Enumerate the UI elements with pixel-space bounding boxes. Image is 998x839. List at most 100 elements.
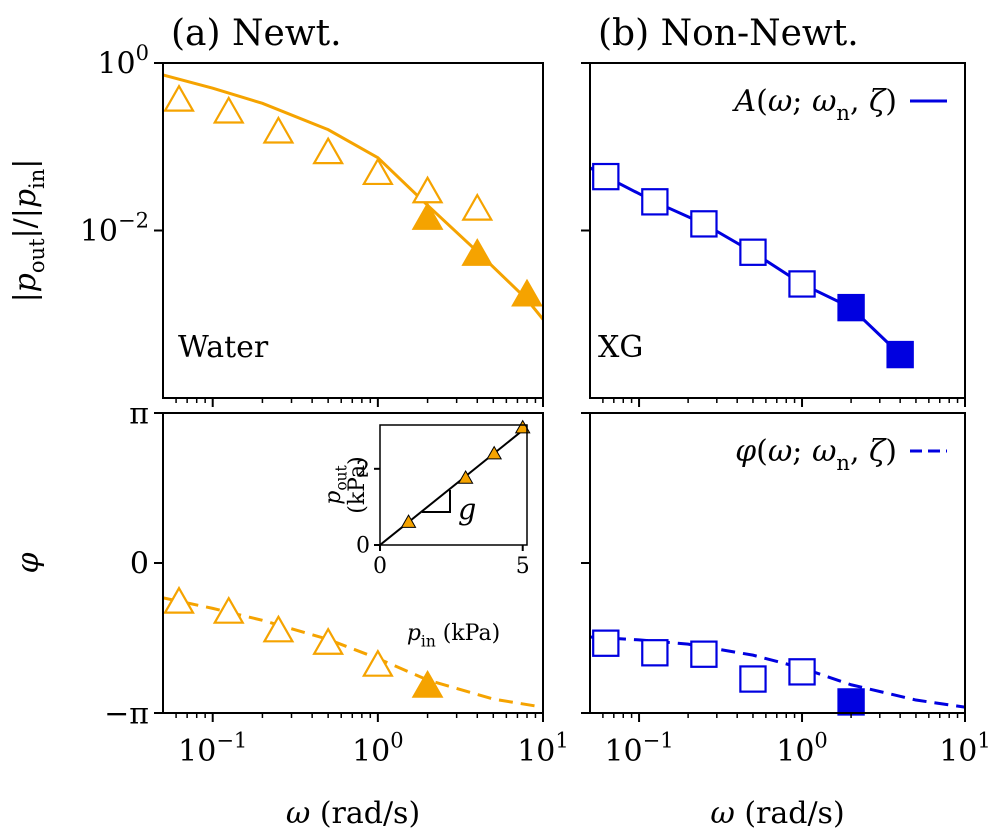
marker-square — [837, 688, 865, 716]
label-part: n — [836, 101, 850, 125]
marker-triangle — [312, 626, 345, 655]
marker-triangle — [514, 419, 531, 434]
marker-triangle — [361, 648, 394, 677]
y-tick-label: 2 — [356, 458, 370, 483]
y-tick-label: −π — [104, 697, 149, 732]
label-part: p — [8, 273, 43, 292]
label-part: (rad/s) — [735, 796, 845, 831]
series-line — [163, 596, 543, 709]
marker-square — [690, 210, 718, 238]
label-part: ω — [812, 434, 836, 469]
x-axis-label: ω (rad/s) — [710, 796, 844, 831]
label-part: ( — [756, 84, 768, 119]
marker-square — [837, 293, 865, 322]
label-part: p — [407, 621, 421, 646]
label-part: p — [8, 189, 43, 208]
legend-label: A(ω; ωn, ζ) — [731, 84, 897, 125]
marker-square — [788, 270, 816, 298]
x-tick-label: 10−1 — [604, 729, 673, 770]
label-part: 1 — [977, 729, 990, 753]
marker-triangle — [457, 469, 474, 484]
label-part: ω — [710, 796, 734, 831]
label-part: ; — [792, 434, 812, 469]
legend-label: φ(ω; ωn, ζ) — [735, 434, 897, 475]
marker-triangle — [486, 445, 503, 460]
marker-triangle — [163, 585, 195, 614]
y-axis-label: |pout|/|pin| — [8, 159, 49, 303]
y-axis-label: φ — [11, 552, 46, 573]
marker-square — [641, 188, 669, 216]
y-tick-label: 0 — [130, 547, 149, 582]
x-tick-label: 0 — [373, 554, 387, 579]
label-part: 10 — [776, 734, 814, 769]
marker-triangle — [361, 157, 394, 186]
label-part: 10 — [939, 734, 977, 769]
panel: A(ω; ωn, ζ)(b) Non-Newt.XG — [581, 13, 966, 407]
label-part: ω — [768, 434, 792, 469]
marker-square — [739, 665, 767, 693]
marker-triangle — [262, 115, 295, 144]
x-tick-label: 10−1 — [178, 729, 247, 770]
marker-triangle — [461, 238, 494, 266]
marker-square — [886, 340, 914, 369]
marker-triangle — [212, 595, 245, 624]
label-part: , — [850, 434, 869, 469]
label-part: ( — [756, 434, 768, 469]
label-part: −1 — [643, 729, 674, 753]
label-part: | — [8, 292, 43, 302]
marker-square — [641, 639, 669, 667]
marker-triangle — [312, 136, 345, 165]
marker-square — [788, 658, 816, 686]
x-tick-label: 101 — [517, 729, 569, 770]
marker-triangle — [400, 514, 417, 528]
panel-title: (a) Newt. — [171, 13, 342, 54]
y-tick-label: 0 — [356, 534, 370, 559]
annotation: g — [458, 492, 476, 526]
annotation: XG — [598, 330, 643, 365]
label-part: ζ — [869, 434, 887, 469]
x-tick-label: 100 — [352, 729, 404, 770]
y-tick-label: 100 — [97, 41, 149, 82]
marker-triangle — [411, 669, 444, 698]
label-part: 0 — [390, 729, 403, 753]
label-part: n — [836, 451, 850, 475]
x-tick-label: 5 — [516, 554, 530, 579]
label-part: out — [333, 464, 351, 490]
label-part: ω — [812, 84, 836, 119]
label-part: | — [8, 159, 43, 169]
y-axis-label: pout — [321, 464, 351, 504]
marker-triangle — [461, 192, 494, 221]
label-part: ω — [286, 796, 310, 831]
marker-square — [592, 629, 620, 657]
label-part: ; — [792, 84, 812, 119]
slope-triangle — [422, 490, 451, 513]
marker-square — [739, 238, 767, 266]
label-part: 10 — [352, 734, 390, 769]
marker-triangle — [163, 83, 195, 112]
label-part: ) — [885, 84, 897, 119]
marker-triangle — [411, 202, 444, 230]
label-part: ζ — [869, 84, 887, 119]
label-part: ω — [768, 84, 792, 119]
label-part: in — [25, 169, 49, 189]
label-part: 10 — [80, 214, 118, 249]
x-tick-label: 100 — [776, 729, 828, 770]
label-part: in — [421, 633, 436, 651]
axes-frame — [379, 424, 528, 546]
label-part: 10 — [517, 734, 555, 769]
label-part: 10 — [97, 47, 135, 82]
y-tick-label: π — [129, 397, 149, 432]
annotation: Water — [178, 330, 269, 365]
label-part: −2 — [118, 209, 149, 233]
label-part: (kPa) — [345, 456, 370, 513]
label-part: φ — [735, 434, 756, 469]
x-axis-label: ω (rad/s) — [286, 796, 420, 831]
y-tick-label: 10−2 — [80, 209, 149, 250]
label-part: ) — [885, 434, 897, 469]
label-part: 1 — [555, 729, 568, 753]
